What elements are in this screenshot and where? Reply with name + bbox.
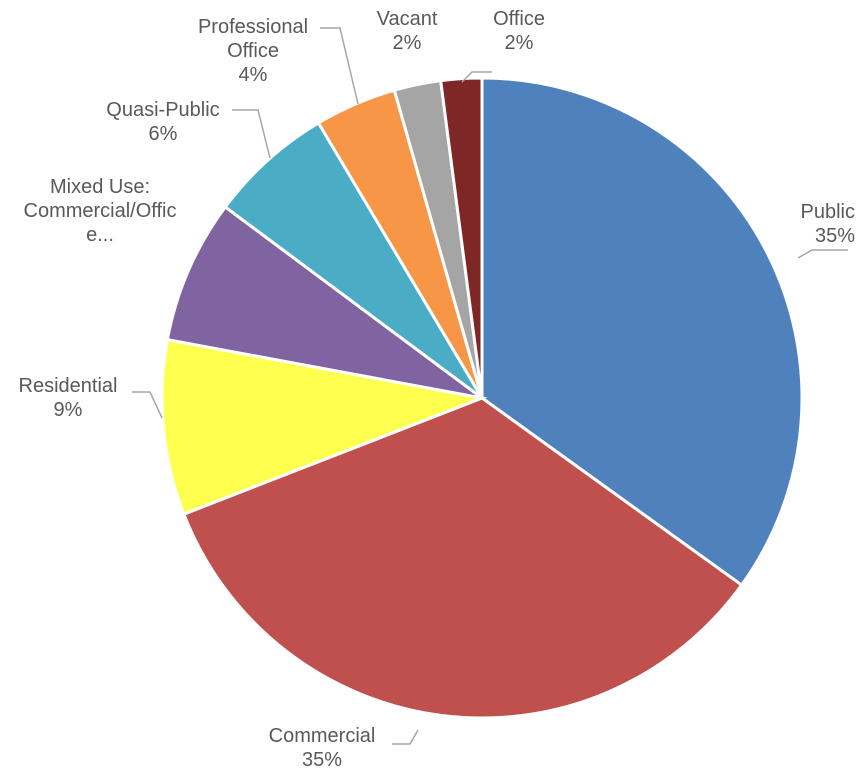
slice-name-3: e... [86, 224, 114, 246]
slice-name-4: Quasi-Public [106, 99, 219, 121]
leader-line-7 [461, 71, 492, 83]
slice-name-2: Residential [19, 375, 118, 397]
pie-slice-7 [438, 76, 484, 399]
slice-label-0: Public 35% [801, 201, 856, 247]
slice-name-7: Office [493, 8, 545, 30]
pie-slice-4 [223, 120, 484, 400]
slice-percent-0: 35% [815, 225, 855, 247]
slice-label-7: Office 2% [493, 8, 545, 54]
leader-line-1 [392, 729, 419, 745]
pie-slice-0 [480, 76, 804, 588]
slice-percent-5: 4% [239, 64, 268, 86]
slice-label-3: Mixed Use: Commercial/Offic e... [24, 176, 177, 246]
leader-line-5 [320, 27, 359, 105]
slice-name-3: Commercial/Offic [24, 200, 177, 222]
slice-name-1: Commercial [269, 725, 376, 747]
leader-line-0 [797, 249, 848, 259]
pie-slice-1 [181, 396, 744, 720]
slice-name-5: Office [227, 40, 279, 62]
slice-label-4: Quasi-Public 6% [106, 99, 219, 145]
leader-lines-layer [132, 27, 848, 745]
labels-layer: Public 35%Commercial 35%Residential 9%Mixed… [19, 8, 856, 771]
leader-line-4 [232, 109, 271, 159]
slices-layer [160, 76, 804, 720]
leader-line-2 [132, 391, 163, 419]
slice-name-3: Mixed Use: [50, 176, 150, 198]
slice-label-2: Residential 9% [19, 375, 118, 421]
slice-percent-1: 35% [302, 749, 342, 771]
slice-percent-6: 2% [393, 32, 422, 54]
slice-label-6: Vacant 2% [377, 8, 438, 54]
slice-name-0: Public [801, 201, 855, 223]
slice-percent-7: 2% [505, 32, 534, 54]
pie-slice-3 [165, 204, 483, 400]
slice-name-6: Vacant [377, 8, 438, 30]
slice-name-5: Professional [198, 16, 308, 38]
slice-percent-2: 9% [54, 399, 83, 421]
slice-percent-4: 6% [149, 123, 178, 145]
slice-label-1: Commercial 35% [269, 725, 376, 771]
slice-label-5: Professional Office 4% [198, 16, 308, 86]
